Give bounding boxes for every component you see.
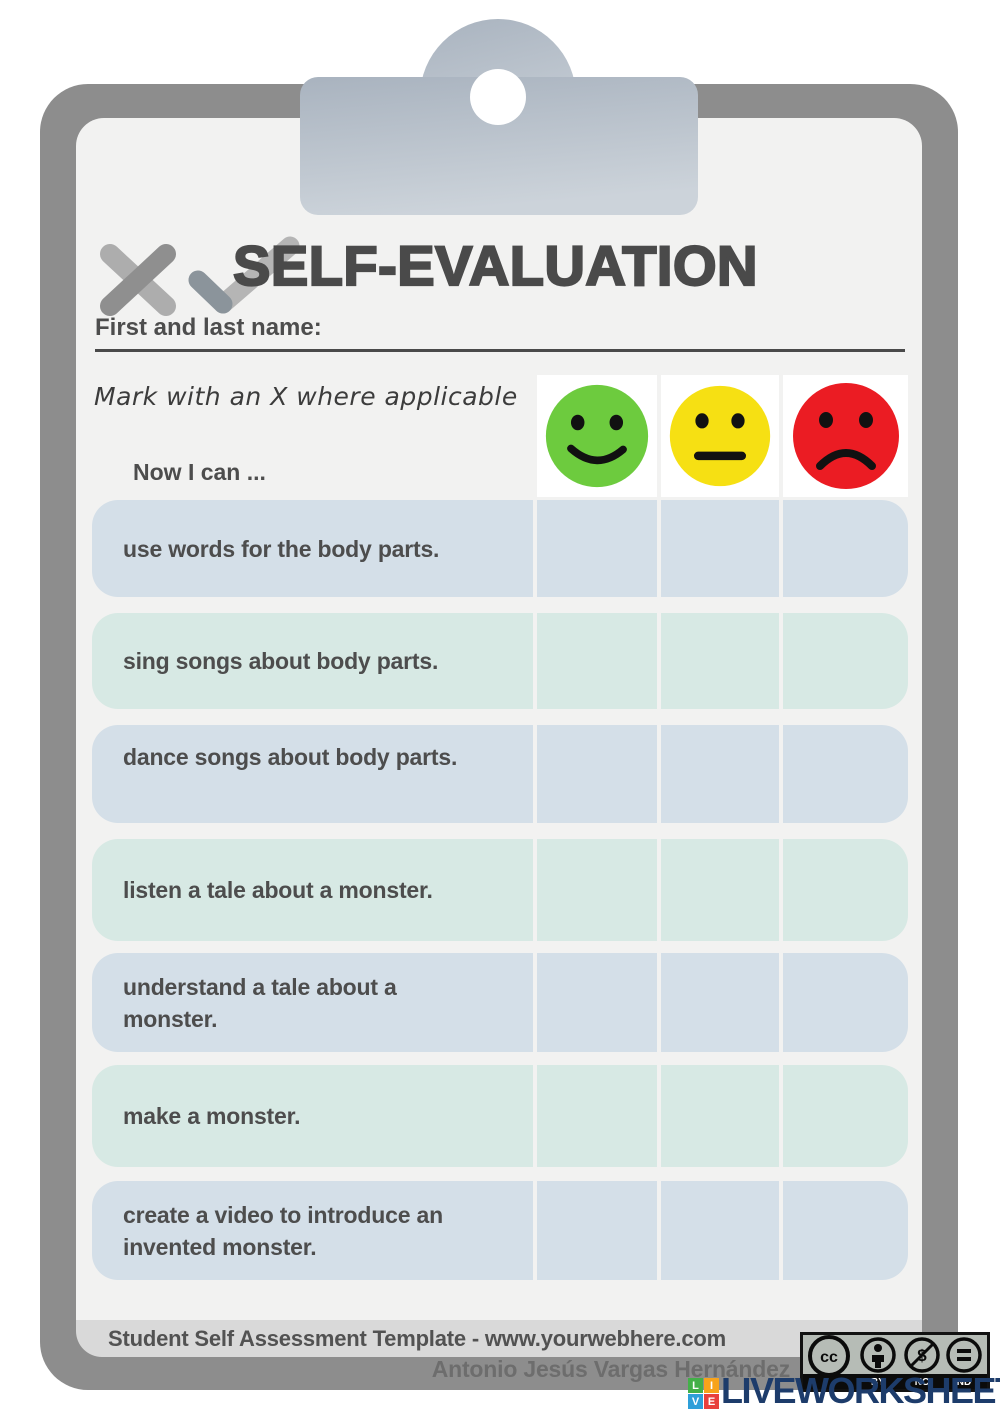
logo-blocks: L I V E [688, 1378, 719, 1409]
nd-label: ND [957, 1377, 971, 1388]
nd-icon [946, 1337, 982, 1373]
answer-cell-neutral[interactable] [661, 613, 779, 709]
task-row: listen a tale about a monster. [92, 839, 908, 941]
task-row: understand a tale about a monster. [92, 953, 908, 1052]
cc-icon: cc [808, 1335, 850, 1377]
task-row: sing songs about body parts. [92, 613, 908, 709]
answer-cell-sad[interactable] [783, 725, 908, 823]
name-input-line[interactable] [95, 349, 905, 352]
logo-text: LIVEWORKSHEETS [721, 1370, 1000, 1411]
task-cell: create a video to introduce an invented … [92, 1181, 533, 1280]
logo-block-e: E [704, 1394, 719, 1409]
task-text: dance songs about body parts. [123, 744, 458, 770]
answer-cell-neutral[interactable] [661, 500, 779, 597]
task-cell: sing songs about body parts. [92, 613, 533, 709]
cc-by-nc-nd-icons: cc $ BY NC ND [803, 1335, 987, 1389]
answer-cell-neutral[interactable] [661, 725, 779, 823]
answer-cell-happy[interactable] [537, 500, 657, 597]
logo-block-i: I [704, 1378, 719, 1393]
answer-cell-neutral[interactable] [661, 1065, 779, 1167]
task-text: make a monster. [123, 1103, 301, 1129]
task-cell: make a monster. [92, 1065, 533, 1167]
answer-cell-sad[interactable] [783, 953, 908, 1052]
header-cell-neutral [661, 375, 779, 497]
answer-cell-neutral[interactable] [661, 839, 779, 941]
cc-license-badge: cc $ BY NC ND [800, 1332, 990, 1392]
page-title: SELF-EVALUATION [232, 233, 759, 298]
instruction-text: Mark with an X where applicable [94, 382, 518, 411]
task-text: sing songs about body parts. [123, 648, 439, 674]
answer-cell-happy[interactable] [537, 839, 657, 941]
answer-cell-sad[interactable] [783, 613, 908, 709]
now-i-can-label: Now I can ... [133, 459, 266, 485]
answer-cell-sad[interactable] [783, 1065, 908, 1167]
answer-cell-sad[interactable] [783, 1181, 908, 1280]
x-mark-icon [100, 244, 176, 316]
task-cell: use words for the body parts. [92, 500, 533, 597]
task-row: dance songs about body parts. [92, 725, 908, 823]
task-cell: listen a tale about a monster. [92, 839, 533, 941]
task-cell: dance songs about body parts. [92, 725, 533, 823]
answer-cell-happy[interactable] [537, 613, 657, 709]
title-icons [100, 236, 300, 316]
answer-cell-sad[interactable] [783, 839, 908, 941]
answer-cell-happy[interactable] [537, 953, 657, 1052]
task-row: use words for the body parts. [92, 500, 908, 597]
by-icon [860, 1337, 896, 1373]
task-row: make a monster. [92, 1065, 908, 1167]
answer-cell-neutral[interactable] [661, 1181, 779, 1280]
task-row: create a video to introduce an invented … [92, 1181, 908, 1280]
logo-block-v: V [688, 1394, 703, 1409]
liveworksheets-logo[interactable]: L I V E LIVEWORKSHEETS [688, 1371, 1000, 1411]
name-label: First and last name: [95, 314, 322, 341]
answer-cell-sad[interactable] [783, 500, 908, 597]
template-credit: Student Self Assessment Template - www.y… [108, 1325, 726, 1351]
nc-icon: $ [904, 1337, 940, 1373]
check-mark-icon [188, 236, 300, 314]
header-cell-sad [783, 375, 908, 497]
task-text: understand a tale about a monster. [123, 973, 397, 1032]
task-text: use words for the body parts. [123, 535, 440, 562]
task-text: listen a tale about a monster. [123, 877, 433, 903]
svg-text:cc: cc [820, 1349, 838, 1366]
footer-bar: Student Self Assessment Template - www.y… [76, 1320, 922, 1357]
clipboard-clip-icon [300, 19, 698, 215]
happy-face-icon [545, 384, 649, 488]
nc-label: NC [915, 1377, 929, 1388]
neutral-face-icon [669, 385, 771, 487]
task-cell: understand a tale about a monster. [92, 953, 533, 1052]
answer-cell-happy[interactable] [537, 1065, 657, 1167]
answer-cell-happy[interactable] [537, 725, 657, 823]
header-cell-happy [537, 375, 657, 497]
sad-face-icon [792, 383, 899, 489]
answer-cell-happy[interactable] [537, 1181, 657, 1280]
author-name: Antonio Jesús Vargas Hernández [431, 1356, 790, 1382]
answer-cell-neutral[interactable] [661, 953, 779, 1052]
task-text: create a video to introduce an invented … [123, 1201, 443, 1260]
by-label: BY [871, 1377, 885, 1388]
logo-block-l: L [688, 1378, 703, 1393]
